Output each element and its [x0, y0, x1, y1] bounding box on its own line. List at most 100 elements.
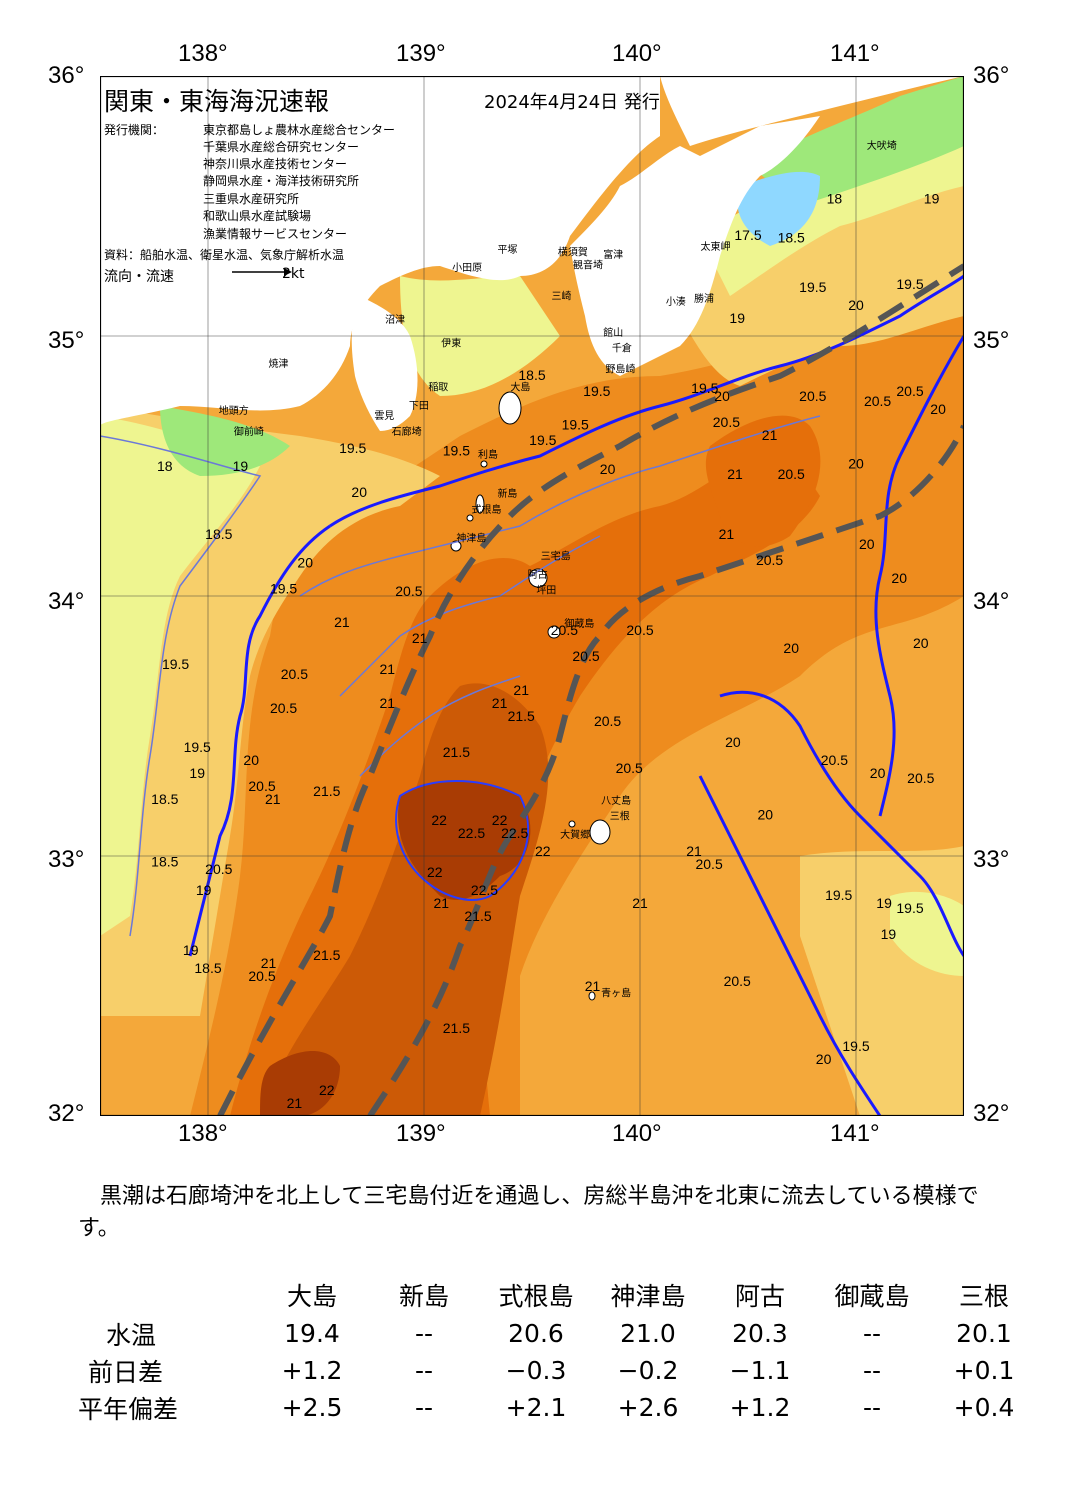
isotherm-label: 20.5: [281, 666, 308, 682]
land-boso-peninsula: [570, 116, 820, 376]
isotherm-20-north: [329, 274, 964, 528]
island-aogashima: [588, 991, 596, 1001]
place-label: 沼津: [385, 313, 405, 326]
isotherm-label: 20: [913, 635, 929, 651]
isotherm-label: 20.5: [205, 861, 232, 877]
table-cell: 21.0: [620, 1319, 676, 1348]
place-label: 石廊埼: [392, 425, 422, 438]
island-kozushima: [450, 540, 462, 552]
isotherm-19-coast: [100, 435, 262, 937]
isotherm-label: 19: [876, 895, 892, 911]
row-label-water-temp: 水温: [106, 1320, 157, 1350]
isotherm-label: 21: [334, 614, 350, 630]
place-label: 焼津: [268, 358, 288, 370]
isotherm-label: 20: [783, 640, 799, 656]
isotherm-label: 21: [686, 843, 702, 859]
isotherm-label: 20.5: [713, 414, 740, 430]
place-label: 利島: [478, 448, 498, 461]
isotherm-label: 21.5: [313, 783, 340, 799]
lat-tick-right-34: 34°: [973, 588, 1010, 615]
isotherm-label: 20: [714, 388, 730, 404]
island-shikinejima: [466, 514, 474, 522]
isotherm-label: 20.5: [724, 973, 751, 989]
publisher-7: 漁業情報サービスセンター: [203, 227, 348, 241]
place-label: 新島: [497, 487, 517, 500]
band-18-coast: [160, 406, 290, 476]
isotherm-label: 20.5: [896, 383, 923, 399]
table-row: 前日差 +1.2 -- −0.3 −0.2 −1.1 -- +0.1: [78, 1352, 1040, 1389]
lon-tick-bottom-139: 139°: [396, 1120, 446, 1147]
isotherm-label: 21: [585, 978, 601, 994]
place-label: 三崎: [551, 290, 571, 303]
isotherm-label: 21: [379, 695, 395, 711]
isotherm-label: 21: [727, 466, 743, 482]
isotherm-label: 21: [719, 526, 735, 542]
lat-tick-left-32: 32°: [48, 1100, 85, 1127]
place-label: 伊東: [441, 336, 461, 349]
isotherm-19-5-west: [188, 524, 331, 957]
isotherm-label: 22.5: [458, 825, 485, 841]
isotherm-20-5: [299, 415, 821, 597]
isotherm-label: 19: [196, 882, 212, 898]
place-label: 大賀郷: [560, 828, 590, 841]
place-label: 館山: [603, 326, 623, 339]
place-label: 勝浦: [694, 292, 714, 305]
isotherm-label: 20.5: [907, 770, 934, 786]
station-header: 三根: [958, 1282, 1009, 1311]
isotherm-label: 18.5: [151, 791, 178, 807]
isotherm-label: 19.5: [583, 383, 610, 399]
isotherm-label: 20: [848, 297, 864, 313]
isotherm-label: 20.5: [572, 648, 599, 664]
isotherm-label: 19.5: [339, 440, 366, 456]
band-19-southeast: [890, 891, 964, 976]
land-honshu: [100, 76, 660, 426]
lat-tick-right-36: 36°: [973, 62, 1010, 89]
isotherm-label: 20.5: [626, 622, 653, 638]
station-header: 新島: [398, 1282, 449, 1311]
publisher-3: 神奈川県水産技術センター: [203, 157, 348, 171]
row-label-normal-anomaly: 平年偏差: [78, 1394, 179, 1424]
table-cell: --: [414, 1319, 434, 1348]
isotherm-label: 19: [183, 942, 199, 958]
isotherm-label: 22: [319, 1082, 335, 1098]
table-cell: −1.1: [729, 1356, 791, 1385]
isotherm-label: 18.5: [518, 367, 545, 383]
isotherm-label: 20: [757, 807, 773, 823]
station-header: 式根島: [498, 1282, 574, 1311]
band-19-5-northeast: [660, 156, 964, 386]
land-east-corner: [660, 76, 964, 146]
isotherm-label: 19.5: [896, 900, 923, 916]
station-header: 御蔵島: [834, 1282, 910, 1311]
place-label: 大吠埼: [867, 139, 897, 152]
publisher-4: 静岡県水産・海洋技術研究所: [203, 174, 360, 188]
lat-tick-right-35: 35°: [973, 327, 1010, 354]
isotherm-label: 19.5: [529, 432, 556, 448]
place-label: 野島崎: [605, 362, 635, 375]
table-cell: 20.6: [508, 1319, 564, 1348]
isotherm-label: 21: [513, 682, 529, 698]
publisher-2: 千葉県水産総合研究センター: [203, 140, 360, 154]
isotherm-label: 20.5: [395, 583, 422, 599]
map-title: 関東・東海海況速報: [104, 87, 330, 116]
place-label: 式根島: [472, 503, 502, 516]
observation-table: 大島 新島 式根島 神津島 阿古 御蔵島 三根 水温 19.4 -- 20.6 …: [78, 1275, 1040, 1426]
issue-date: 2024年4月24日 発行: [484, 92, 660, 113]
kuroshio-axis-outer: [367, 424, 964, 1116]
isotherm-label: 20.5: [695, 856, 722, 872]
place-label: 雲見: [374, 410, 394, 422]
isotherm-label: 20.5: [778, 466, 805, 482]
isotherm-label: 20: [870, 765, 886, 781]
isotherm-label: 20.5: [616, 760, 643, 776]
isotherm-label: 20: [891, 570, 907, 586]
station-header: 神津島: [610, 1282, 686, 1311]
lon-tick-bottom-138: 138°: [178, 1120, 228, 1147]
isotherm-20-south: [698, 775, 882, 1116]
station-header: 阿古: [734, 1282, 785, 1311]
place-label: 坪田: [536, 583, 556, 596]
table-row: 平年偏差 +2.5 -- +2.1 +2.6 +1.2 -- +0.4: [78, 1389, 1040, 1426]
place-label: 三根: [610, 810, 630, 823]
row-label-day-diff: 前日差: [88, 1357, 164, 1387]
isotherm-label: 21: [492, 695, 508, 711]
isotherm-label: 21: [632, 895, 648, 911]
